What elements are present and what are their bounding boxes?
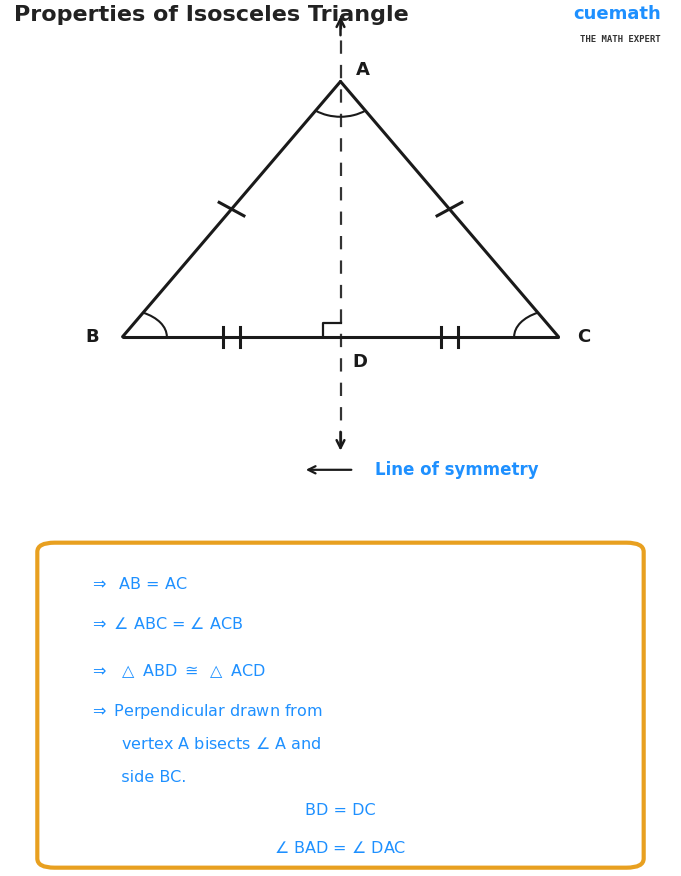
- Text: $\Rightarrow$  AB = AC: $\Rightarrow$ AB = AC: [89, 576, 187, 592]
- Text: cuemath: cuemath: [573, 5, 661, 24]
- Text: side BC.: side BC.: [106, 770, 187, 785]
- FancyBboxPatch shape: [37, 542, 644, 867]
- Text: D: D: [353, 353, 368, 371]
- Text: $\angle$ BAD = $\angle$ DAC: $\angle$ BAD = $\angle$ DAC: [274, 840, 407, 856]
- Text: C: C: [577, 328, 590, 346]
- Text: Line of symmetry: Line of symmetry: [375, 461, 538, 479]
- Text: BD = DC: BD = DC: [305, 803, 376, 818]
- Text: $\Rightarrow$  $\triangle$ ABD $\cong$ $\triangle$ ACD: $\Rightarrow$ $\triangle$ ABD $\cong$ $\…: [89, 662, 266, 680]
- Text: $\Rightarrow$ Perpendicular drawn from: $\Rightarrow$ Perpendicular drawn from: [89, 703, 322, 721]
- Text: $\Rightarrow$ $\angle$ ABC = $\angle$ ACB: $\Rightarrow$ $\angle$ ABC = $\angle$ AC…: [89, 617, 243, 632]
- Text: THE MATH EXPERT: THE MATH EXPERT: [580, 35, 661, 45]
- Text: B: B: [85, 328, 99, 346]
- Text: Properties of Isosceles Triangle: Properties of Isosceles Triangle: [14, 5, 409, 25]
- Text: vertex A bisects $\angle$ A and: vertex A bisects $\angle$ A and: [106, 736, 321, 752]
- Text: A: A: [355, 60, 369, 79]
